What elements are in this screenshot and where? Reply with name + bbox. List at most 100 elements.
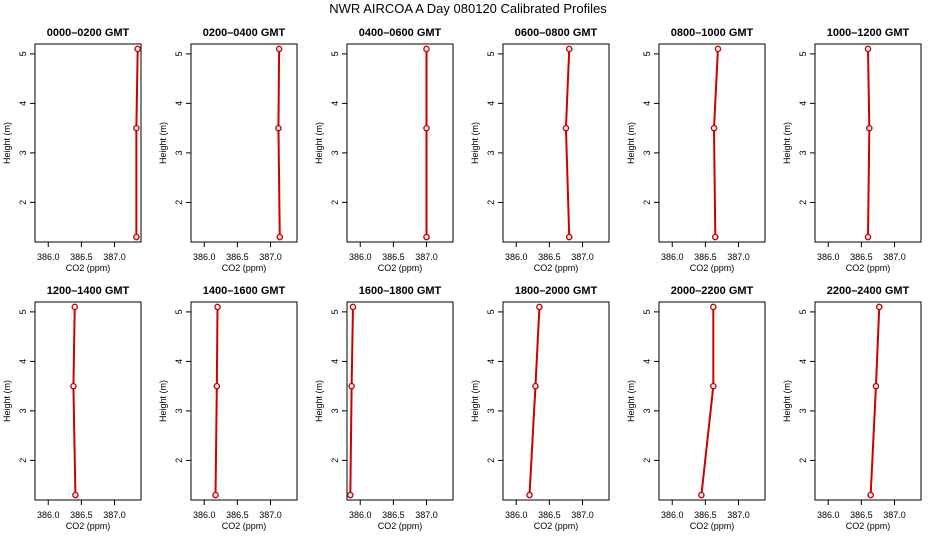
y-axis-label: Height (m) [626, 380, 636, 422]
y-tick-label: 5 [330, 309, 340, 314]
x-tick-label: 386.5 [382, 510, 405, 520]
y-tick-label: 2 [642, 200, 652, 205]
x-axis-label: CO2 (ppm) [378, 521, 423, 531]
y-tick-label: 5 [18, 309, 28, 314]
x-tick-label: 387.0 [259, 252, 282, 262]
data-point [423, 233, 430, 241]
x-axis-label: CO2 (ppm) [846, 263, 891, 273]
y-tick-label: 3 [330, 408, 340, 413]
data-point [133, 124, 140, 132]
x-axis-label: CO2 (ppm) [378, 263, 423, 273]
x-tick-label: 386.0 [505, 510, 528, 520]
x-tick-label: 387.0 [883, 252, 906, 262]
x-tick-label: 386.0 [661, 252, 684, 262]
profile-panel: 1000–1200 GMT 386.0 386.5 387.0 2 3 4 5 CO2 (ppm… [782, 27, 922, 273]
data-point [872, 382, 880, 390]
x-axis-label: CO2 (ppm) [690, 263, 735, 273]
data-point [70, 382, 77, 390]
plot-frame [34, 301, 142, 501]
panel-title: 0600–0800 GMT [515, 27, 598, 39]
data-point [536, 303, 543, 311]
y-axis-label: Height (m) [158, 380, 168, 422]
data-point [214, 303, 221, 311]
y-tick-label: 2 [18, 200, 28, 205]
x-tick-label: 387.0 [103, 510, 126, 520]
x-tick-label: 387.0 [571, 252, 594, 262]
y-tick-label: 3 [798, 408, 808, 413]
y-tick-label: 4 [486, 101, 496, 106]
y-tick-label: 2 [330, 200, 340, 205]
y-tick-label: 5 [798, 309, 808, 314]
x-axis-label: CO2 (ppm) [534, 521, 579, 531]
profile-panel: 0600–0800 GMT 386.0 386.5 387.0 2 3 4 5 CO2 (ppm… [470, 27, 610, 273]
panel-title: 1800–2000 GMT [515, 285, 598, 297]
y-axis-label: Height (m) [314, 122, 324, 164]
data-point [562, 124, 570, 132]
profile-line [72, 306, 77, 496]
data-point [213, 382, 221, 390]
plot-frame [502, 301, 610, 501]
plot-frame [346, 43, 454, 243]
x-axis-label: CO2 (ppm) [66, 521, 111, 531]
profile-line [135, 48, 139, 238]
x-tick-label: 387.0 [415, 510, 438, 520]
x-tick-label: 386.0 [349, 510, 372, 520]
plot-frame [190, 43, 298, 243]
y-tick-label: 5 [642, 309, 652, 314]
y-tick-label: 5 [798, 51, 808, 56]
x-tick-label: 387.0 [883, 510, 906, 520]
data-point [698, 491, 705, 499]
profile-line [277, 48, 281, 238]
x-tick-label: 386.5 [226, 252, 249, 262]
y-tick-label: 5 [174, 51, 184, 56]
data-point [565, 233, 573, 241]
data-point [864, 233, 872, 241]
profile-line [564, 48, 571, 238]
data-point [532, 382, 539, 390]
y-tick-label: 2 [174, 458, 184, 463]
y-tick-label: 4 [642, 359, 652, 364]
data-point [565, 45, 573, 53]
data-point [864, 45, 872, 53]
data-point [276, 233, 284, 241]
y-axis-label: Height (m) [782, 380, 792, 422]
x-tick-label: 387.0 [259, 510, 282, 520]
y-tick-label: 4 [18, 101, 28, 106]
y-tick-label: 2 [174, 200, 184, 205]
data-point [423, 45, 430, 53]
x-tick-label: 386.5 [70, 252, 93, 262]
panel-title: 1200–1400 GMT [47, 285, 130, 297]
data-point [714, 45, 722, 53]
y-tick-label: 4 [174, 101, 184, 106]
data-point [866, 124, 873, 132]
y-tick-label: 4 [18, 359, 28, 364]
plot-frame [658, 43, 766, 243]
panel-title: 0200–0400 GMT [203, 27, 286, 39]
profile-line [700, 306, 715, 496]
y-axis-label: Height (m) [470, 122, 480, 164]
y-tick-label: 2 [798, 458, 808, 463]
plot-frame [502, 43, 610, 243]
x-tick-label: 386.5 [850, 252, 873, 262]
y-tick-label: 4 [642, 101, 652, 106]
data-point [710, 382, 717, 390]
x-tick-label: 386.0 [349, 252, 372, 262]
plot-frame [190, 301, 298, 501]
y-tick-label: 3 [642, 150, 652, 155]
data-point [867, 491, 874, 499]
y-tick-label: 3 [330, 150, 340, 155]
profile-line [349, 306, 354, 496]
data-point [347, 491, 354, 499]
plot-frame [346, 301, 454, 501]
y-tick-label: 4 [174, 359, 184, 364]
x-axis-label: CO2 (ppm) [66, 263, 111, 273]
y-tick-label: 5 [174, 309, 184, 314]
figure-title: NWR AIRCOA A Day 080120 Calibrated Profi… [329, 1, 607, 16]
y-tick-label: 5 [642, 51, 652, 56]
y-tick-label: 4 [330, 359, 340, 364]
data-point [349, 303, 357, 311]
x-tick-label: 387.0 [103, 252, 126, 262]
data-point [275, 45, 283, 53]
y-tick-label: 2 [486, 200, 496, 205]
y-axis-label: Height (m) [2, 122, 12, 164]
